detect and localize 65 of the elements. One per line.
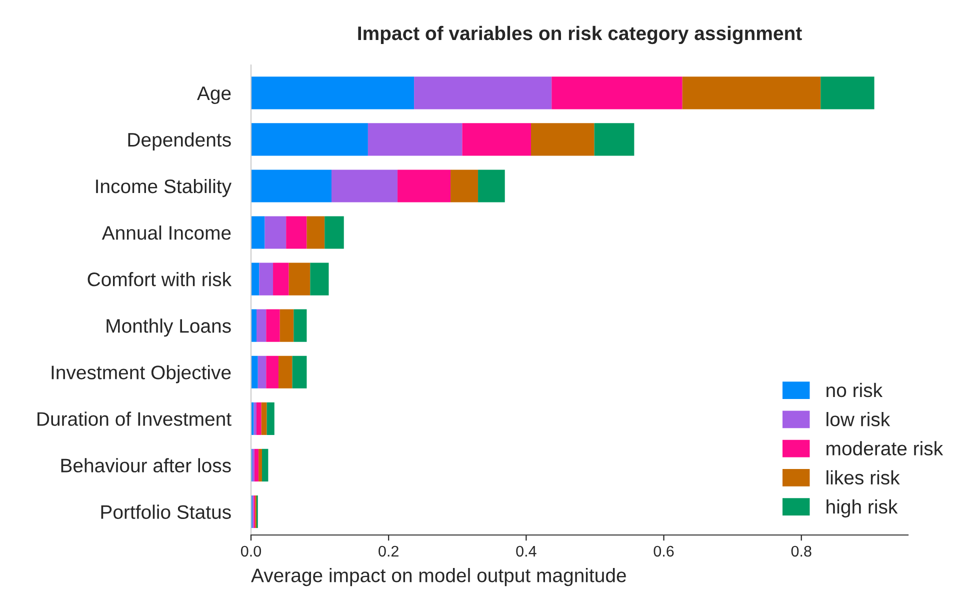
y-tick-label: Income Stability [96,178,232,198]
bar [264,216,286,249]
bar [278,356,292,388]
bar [258,448,262,482]
y-tick-label: Age [197,86,231,104]
x-tick-label: 0.4 [516,546,536,557]
legend-label: moderate risk [826,441,944,456]
x-axis-title: Average impact on model output magnitude [251,568,626,586]
bar [324,216,344,249]
bar [682,76,821,110]
bar [254,448,259,482]
y-tick-label: Investment Objective [52,365,231,384]
bar [414,76,552,110]
legend-label: low risk [826,412,890,426]
bar [294,309,307,342]
bar [262,448,268,482]
y-tick-label: Duration of Investment [38,412,232,426]
y-tick-label: Portfolio Status [101,504,231,519]
bar [450,170,478,202]
x-tick-label: 0.6 [654,546,674,557]
bar [368,123,462,156]
legend-label: likes risk [826,470,900,485]
bar [251,123,368,156]
y-tick-label: Comfort with risk [88,272,232,286]
y-tick-label: Dependents [128,132,231,151]
bar [251,356,258,388]
bar [462,123,531,156]
bar [266,356,279,388]
bar [256,402,262,435]
x-tick-label: 0.8 [791,546,812,557]
bar [251,402,254,435]
bar [820,76,874,110]
bar [310,262,329,296]
bar [531,123,594,156]
bar [261,402,267,435]
legend-label: no risk [826,382,883,398]
bar [331,170,398,202]
bar [254,402,257,435]
bar [259,262,274,296]
bar [478,170,505,202]
x-tick-label: 0.2 [378,546,398,557]
y-tick-label: Monthly Loans [106,318,231,337]
bar [251,216,265,249]
bar [251,262,260,296]
bar [398,170,451,202]
bar [256,309,266,342]
chart-title: Impact of variables on risk category assignment [358,26,802,44]
bar [266,402,274,435]
x-tick-label: 0.0 [240,546,262,557]
bar [306,216,325,249]
bar [251,309,257,342]
bar [594,123,634,156]
bar [266,309,280,342]
y-tick-label: Annual Income [102,225,231,240]
bar [286,216,307,249]
y-tick-label: Behaviour after loss [61,458,231,472]
bar [258,356,266,388]
bar [292,356,307,388]
bar [251,170,332,202]
bar [552,76,682,110]
bar [251,76,414,110]
bar [288,262,310,296]
legend-label: high risk [826,499,898,518]
bar [273,262,289,296]
bar [280,309,294,342]
